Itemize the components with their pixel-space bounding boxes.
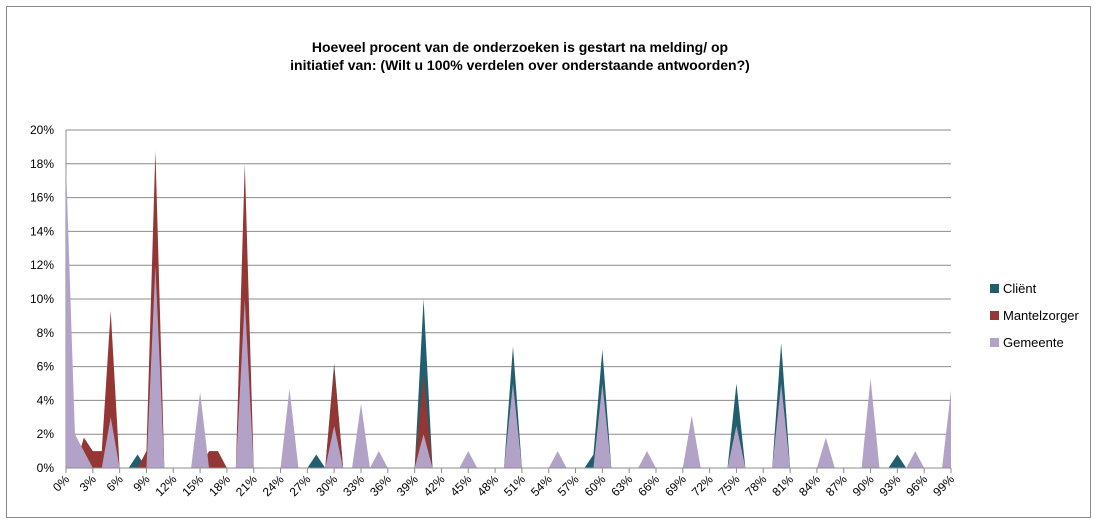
legend-swatch [990, 311, 999, 320]
chart-title: Hoeveel procent van de onderzoeken is ge… [312, 39, 728, 55]
y-tick-label: 20% [30, 123, 54, 137]
y-tick-label: 14% [30, 224, 54, 238]
chart-frame [6, 6, 1091, 518]
y-tick-label: 8% [37, 326, 55, 340]
y-tick-label: 12% [30, 258, 54, 272]
legend-swatch [990, 284, 999, 293]
area [66, 163, 951, 469]
legend-label: Mantelzorger [1003, 308, 1080, 323]
legend-swatch [990, 338, 999, 347]
y-tick-label: 0% [37, 461, 55, 475]
y-tick-label: 6% [37, 360, 55, 374]
y-tick-label: 16% [30, 191, 54, 205]
chart-title: initiatief van: (Wilt u 100% verdelen ov… [290, 57, 750, 73]
legend-label: Cliënt [1003, 281, 1037, 296]
y-tick-label: 4% [37, 393, 55, 407]
legend-label: Gemeente [1003, 335, 1064, 350]
y-tick-label: 2% [37, 427, 55, 441]
y-tick-label: 18% [30, 157, 54, 171]
y-tick-label: 10% [30, 292, 54, 306]
